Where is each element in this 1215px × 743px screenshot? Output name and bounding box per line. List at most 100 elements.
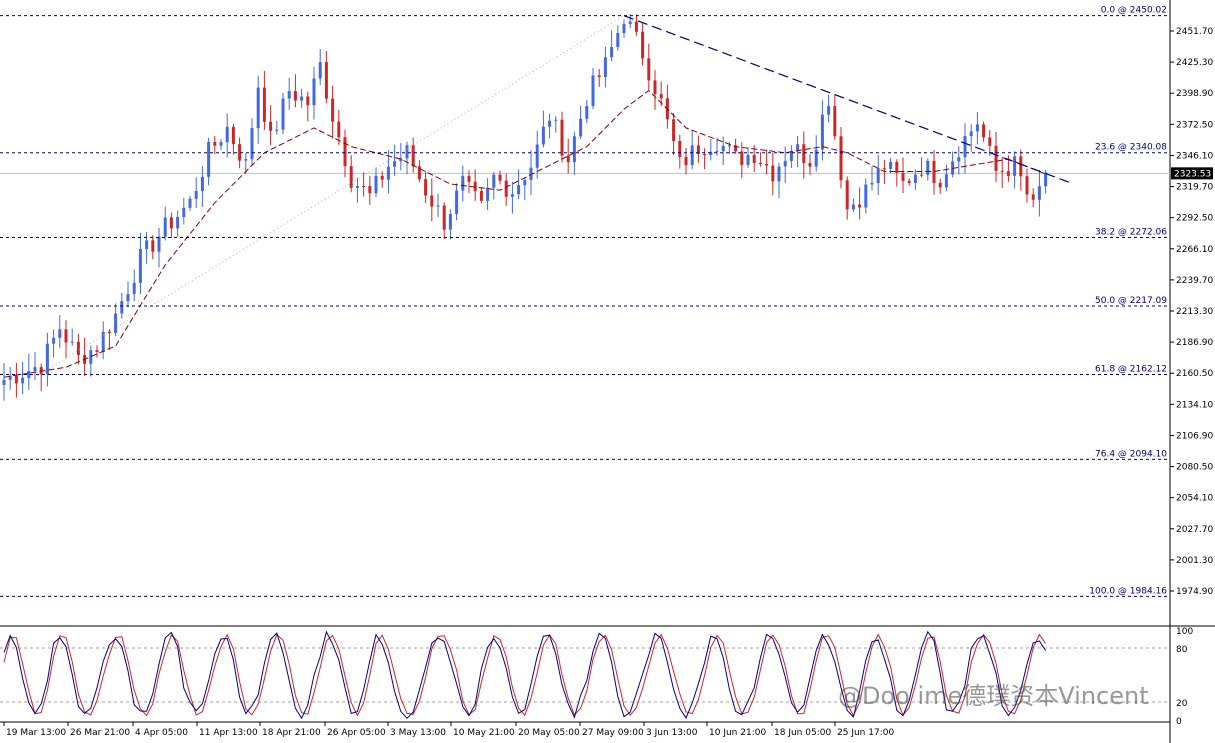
- candle-body: [411, 145, 415, 167]
- candle-body: [393, 161, 397, 167]
- candle-body: [101, 331, 105, 352]
- candle-body: [659, 94, 663, 99]
- candle-body: [777, 166, 781, 182]
- candle-body: [845, 180, 849, 210]
- price-tick-label: 2398.90: [1176, 89, 1213, 99]
- candle-body: [851, 204, 855, 210]
- candle-body: [145, 240, 149, 249]
- candle-body: [89, 350, 93, 364]
- candle-body: [647, 58, 651, 81]
- candle-body: [616, 33, 620, 47]
- stochastic-main-line: [3, 630, 1047, 720]
- candle-body: [163, 217, 167, 237]
- candle-body: [132, 282, 136, 295]
- price-tick-label: 2319.70: [1176, 183, 1213, 193]
- candle-body: [808, 163, 812, 167]
- candle-body: [374, 175, 378, 194]
- candle-body: [740, 151, 744, 165]
- price-tick-label: 2054.10: [1176, 494, 1213, 504]
- fibonacci-level-label: 100.0 @ 1984.16: [1089, 586, 1167, 596]
- candle-body: [45, 343, 49, 375]
- candle-body: [901, 172, 905, 181]
- price-tick-label: 2186.90: [1176, 338, 1213, 348]
- candle-body: [541, 126, 545, 145]
- candle-body: [932, 160, 936, 183]
- stochastic-tick-label: 80: [1176, 645, 1188, 655]
- candle-body: [721, 145, 725, 152]
- candle-body: [300, 96, 304, 101]
- candle-body: [889, 161, 893, 169]
- candle-body: [938, 182, 942, 188]
- candle-body: [603, 57, 607, 77]
- time-tick-label: 27 May 09:00: [582, 728, 644, 738]
- price-tick-label: 2372.50: [1176, 120, 1213, 130]
- candle-body: [504, 180, 508, 197]
- price-tick-label: 2239.70: [1176, 276, 1213, 286]
- time-tick-label: 25 Jun 17:00: [837, 728, 894, 738]
- time-tick-label: 10 May 21:00: [453, 728, 515, 738]
- candle-body: [690, 145, 694, 166]
- candle-body: [951, 161, 955, 175]
- candle-body: [448, 214, 452, 230]
- candle-body: [765, 164, 769, 166]
- price-tick-label: 2213.30: [1176, 307, 1213, 317]
- candle-body: [982, 124, 986, 138]
- candle-body: [238, 144, 242, 161]
- candle-body: [318, 62, 322, 79]
- candle-body: [833, 106, 837, 137]
- candle-body: [963, 136, 967, 158]
- candle-body: [926, 160, 930, 175]
- candle-body: [672, 119, 676, 141]
- candle-body: [182, 207, 186, 217]
- candle-body: [324, 62, 328, 99]
- time-tick-label: 4 Apr 05:00: [135, 728, 188, 738]
- price-tick-label: 2134.10: [1176, 400, 1213, 410]
- candle-body: [39, 367, 43, 375]
- stochastic-tick-label: 100: [1176, 627, 1193, 637]
- candle-body: [771, 165, 775, 182]
- candle-body: [151, 240, 155, 252]
- candle-body: [907, 180, 911, 183]
- candle-body: [52, 337, 56, 344]
- candle-body: [269, 121, 273, 131]
- price-axis: 2451.70 2425.30 2398.90 2372.50 2346.10 2319.…: [1170, 27, 1213, 597]
- fibonacci-level-label: 0.0 @ 2450.02: [1101, 6, 1167, 16]
- candle-body: [200, 176, 204, 191]
- candle-body: [641, 31, 645, 59]
- candle-body: [653, 80, 657, 95]
- candle-body: [597, 75, 601, 77]
- candle-body: [343, 137, 347, 167]
- candle-body: [157, 236, 161, 252]
- candle-body: [684, 156, 688, 166]
- stochastic-tick-label: 20: [1176, 699, 1188, 709]
- candle-body: [548, 120, 552, 127]
- candle-body: [957, 157, 961, 162]
- candle-body: [895, 161, 899, 173]
- candle-body: [120, 301, 124, 314]
- candle-body: [746, 155, 750, 165]
- candle-body: [244, 159, 248, 161]
- candle-body: [975, 124, 979, 132]
- candle-body: [417, 166, 421, 180]
- candle-body: [176, 216, 180, 229]
- candle-body: [355, 185, 359, 188]
- candle-body: [585, 105, 589, 119]
- candle-body: [436, 205, 440, 207]
- candle-body: [1044, 172, 1048, 187]
- descending-trendline: [623, 15, 1071, 184]
- fibonacci-level-label: 38.2 @ 2272.06: [1095, 228, 1167, 238]
- candle-body: [14, 375, 18, 384]
- candle-body: [858, 204, 862, 208]
- candle-body: [535, 144, 539, 168]
- candle-body: [386, 166, 390, 180]
- current-price-label: 2323.53: [1174, 169, 1211, 179]
- candle-body: [281, 98, 285, 130]
- candle-body: [882, 168, 886, 170]
- candle-body: [1019, 156, 1023, 177]
- stochastic-pane: 100 80 20 0: [0, 627, 1193, 727]
- candle-body: [331, 98, 335, 122]
- candle-body: [560, 119, 564, 156]
- candle-body: [523, 179, 527, 186]
- candle-body: [8, 375, 12, 380]
